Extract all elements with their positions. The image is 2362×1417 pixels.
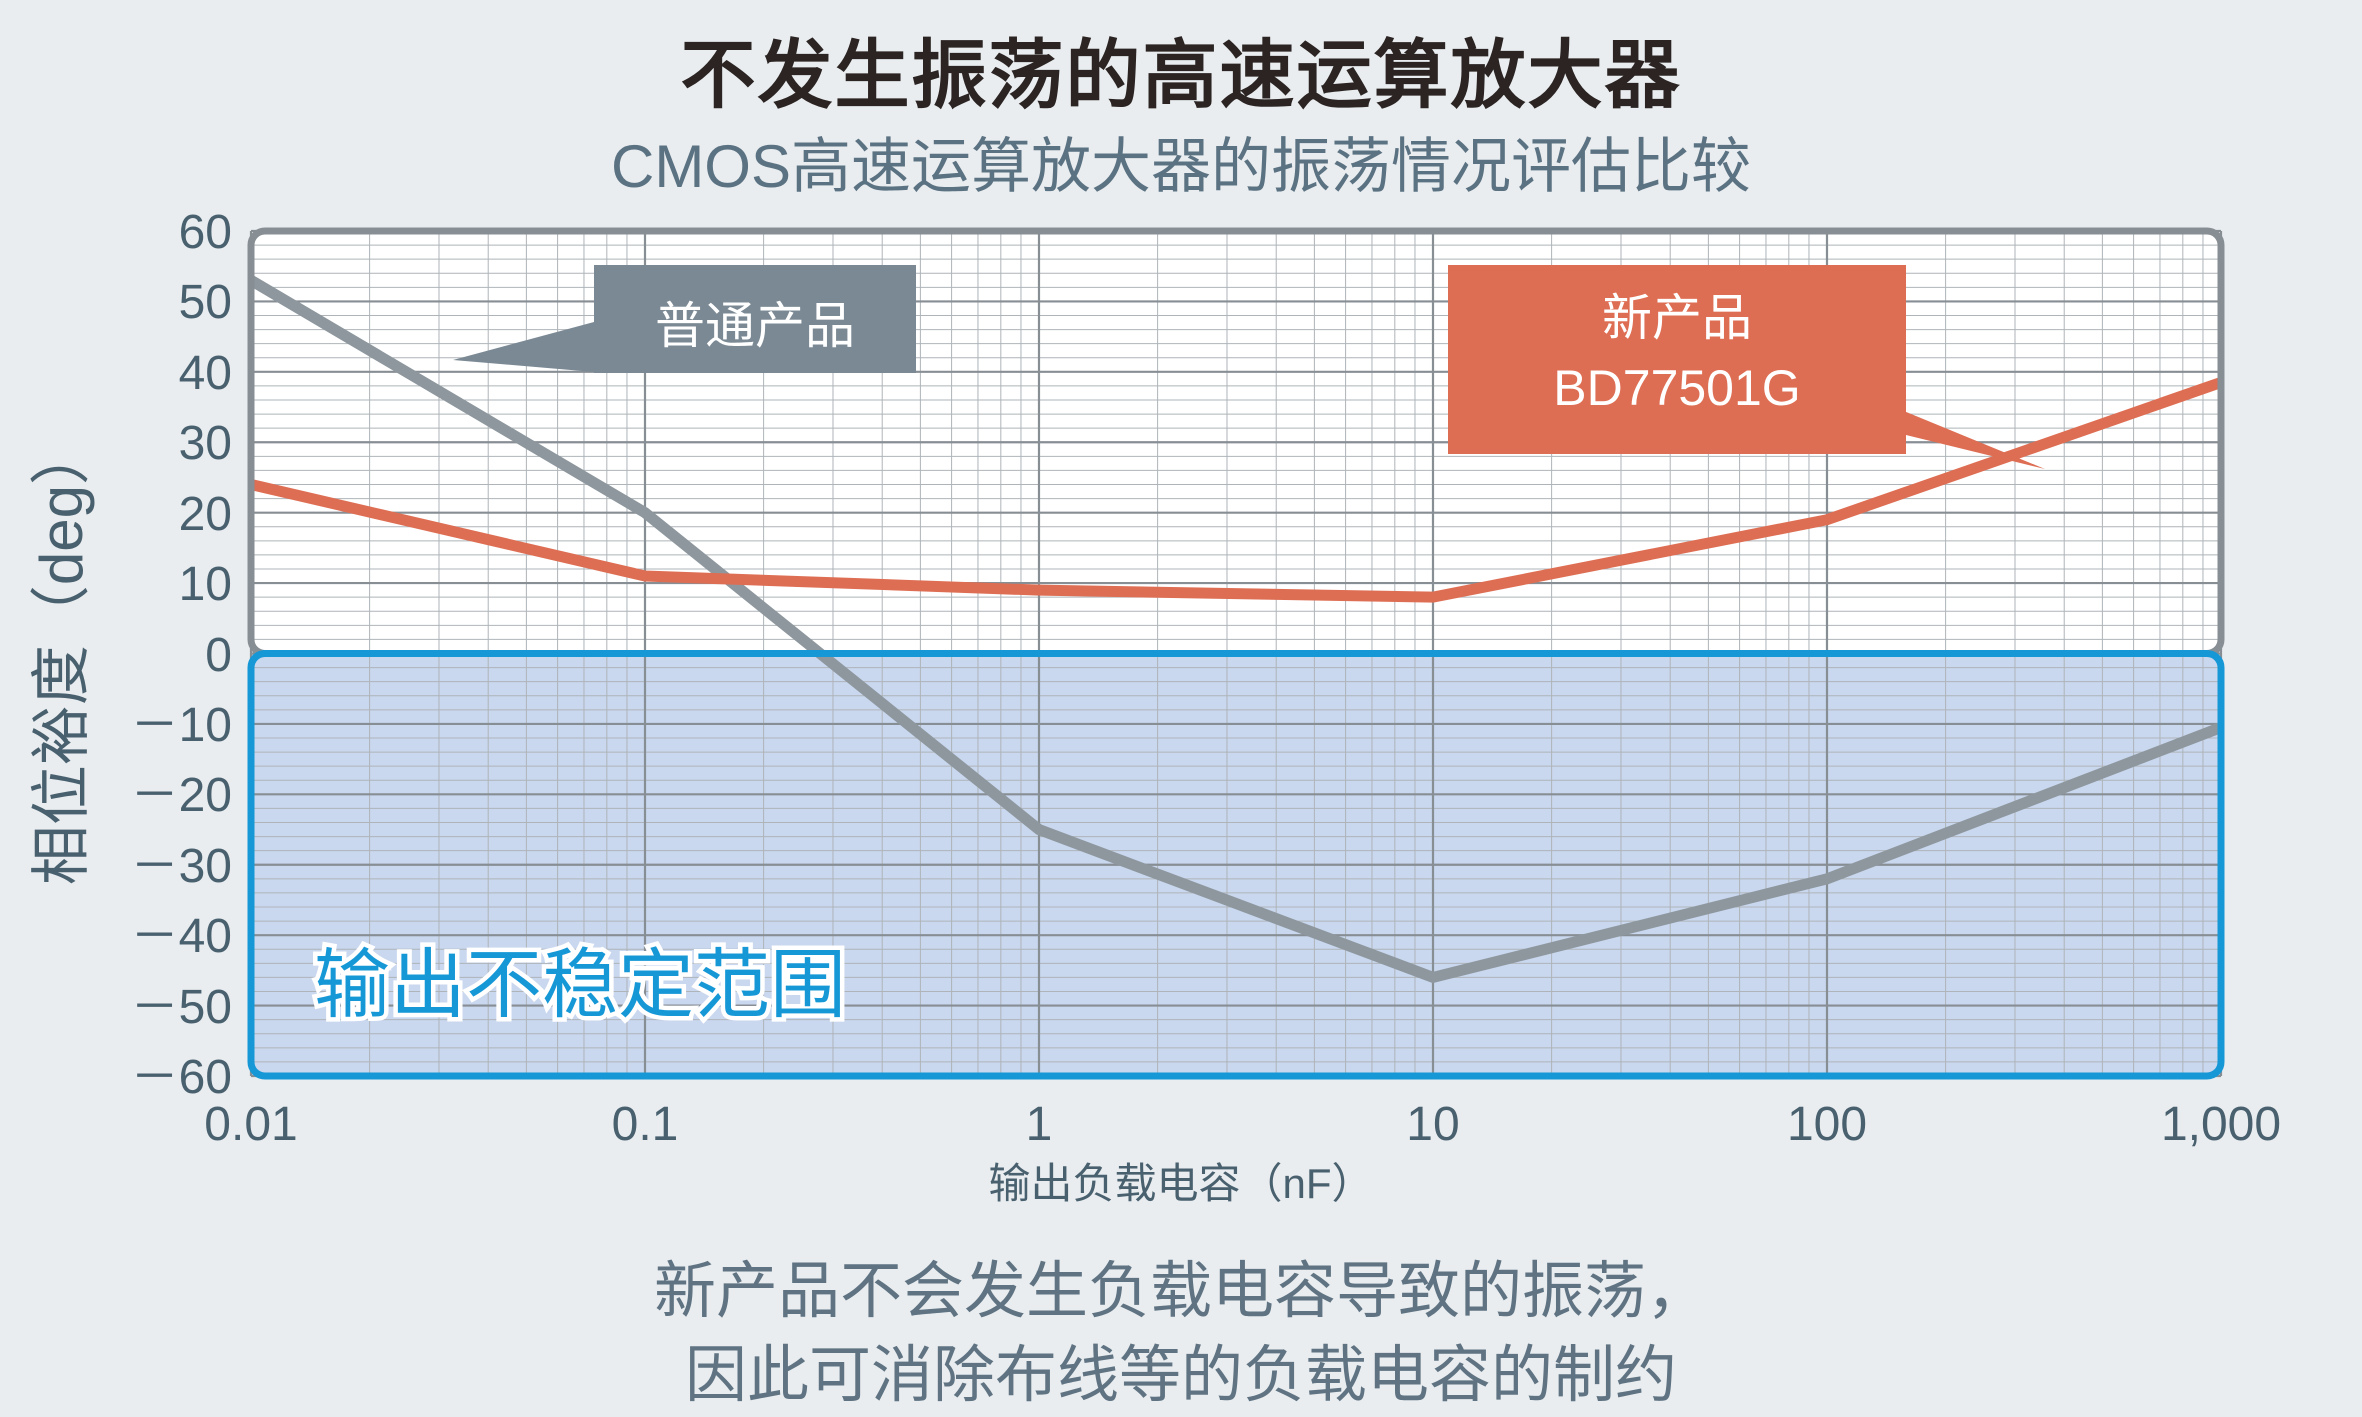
svg-text:普通产品: 普通产品 bbox=[655, 298, 855, 354]
svg-text:－50: －50 bbox=[131, 981, 232, 1034]
svg-text:1: 1 bbox=[1026, 1098, 1053, 1151]
svg-text:50: 50 bbox=[179, 276, 232, 329]
svg-text:0: 0 bbox=[205, 629, 232, 682]
svg-text:－20: －20 bbox=[131, 769, 232, 822]
svg-text:－30: －30 bbox=[131, 840, 232, 893]
svg-text:10: 10 bbox=[1406, 1098, 1459, 1151]
svg-text:20: 20 bbox=[179, 488, 232, 541]
svg-text:30: 30 bbox=[179, 417, 232, 470]
svg-text:BD77501G: BD77501G bbox=[1553, 360, 1800, 416]
svg-text:－60: －60 bbox=[131, 1051, 232, 1104]
svg-text:40: 40 bbox=[179, 347, 232, 400]
svg-text:10: 10 bbox=[179, 558, 232, 611]
svg-text:输出不稳定范围: 输出不稳定范围 bbox=[314, 943, 846, 1028]
svg-text:100: 100 bbox=[1787, 1098, 1867, 1151]
svg-text:1,000: 1,000 bbox=[2161, 1098, 2281, 1151]
svg-text:0.01: 0.01 bbox=[204, 1098, 297, 1151]
svg-text:－10: －10 bbox=[131, 699, 232, 752]
svg-text:－40: －40 bbox=[131, 910, 232, 963]
svg-text:新产品: 新产品 bbox=[1602, 290, 1752, 346]
svg-text:0.1: 0.1 bbox=[612, 1098, 679, 1151]
svg-text:60: 60 bbox=[179, 206, 232, 259]
